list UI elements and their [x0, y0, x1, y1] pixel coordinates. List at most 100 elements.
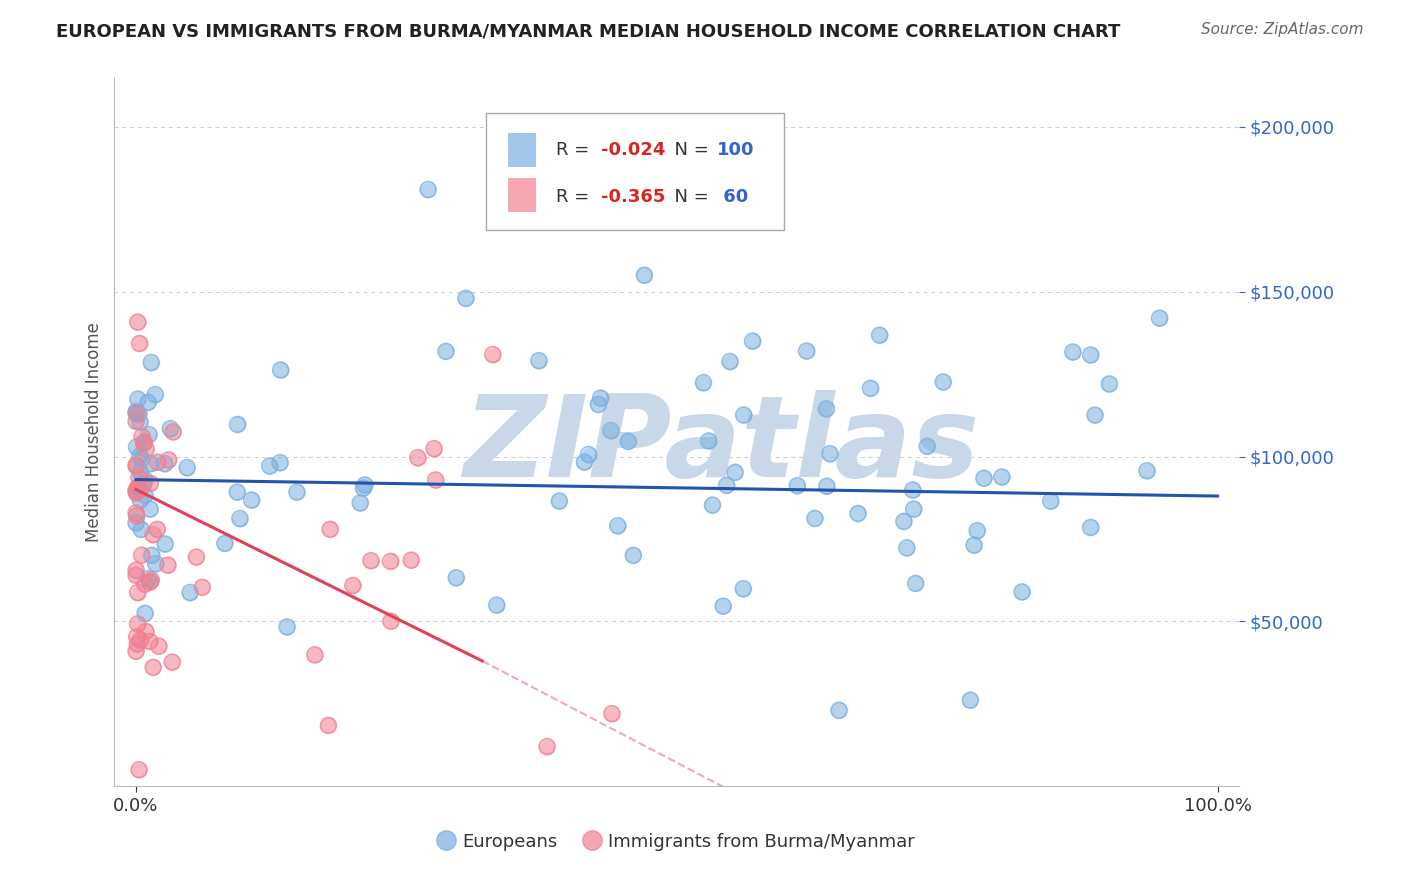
Point	[846, 507, 869, 521]
Point	[901, 483, 924, 497]
Text: R =: R =	[557, 141, 596, 159]
Point	[1084, 408, 1107, 422]
Point	[125, 508, 148, 523]
Point	[828, 703, 851, 717]
Point	[342, 578, 364, 592]
Point	[406, 450, 429, 465]
Point	[129, 523, 152, 537]
Point	[134, 607, 156, 621]
Point	[718, 354, 741, 368]
Point	[129, 493, 152, 508]
Point	[380, 554, 402, 568]
Point	[600, 424, 623, 438]
Point	[139, 476, 162, 491]
Point	[959, 693, 981, 707]
Point	[915, 439, 938, 453]
Point	[129, 415, 152, 429]
Point	[342, 578, 364, 592]
Point	[128, 483, 150, 497]
Point	[134, 473, 156, 487]
Point	[606, 518, 628, 533]
Point	[153, 457, 176, 471]
Point	[815, 479, 838, 493]
Point	[138, 427, 160, 442]
Point	[796, 344, 818, 359]
Point	[354, 478, 377, 492]
Point	[142, 660, 165, 674]
Point	[869, 328, 891, 343]
Point	[716, 478, 738, 492]
Point	[973, 471, 995, 485]
Point	[349, 496, 371, 510]
Point	[527, 353, 550, 368]
Point	[276, 620, 298, 634]
Point	[138, 427, 160, 442]
Point	[125, 483, 148, 498]
Point	[153, 457, 176, 471]
Point	[815, 401, 838, 416]
Text: ZIPatlas: ZIPatlas	[464, 391, 980, 501]
Point	[963, 538, 986, 552]
Point	[226, 417, 249, 432]
Point	[406, 450, 429, 465]
Point	[229, 511, 252, 525]
Point	[135, 442, 157, 456]
Text: 100: 100	[717, 141, 755, 159]
Point	[127, 482, 149, 496]
Point	[135, 624, 157, 639]
Point	[191, 580, 214, 594]
Point	[240, 493, 263, 508]
Point	[127, 392, 149, 406]
Point	[125, 459, 148, 474]
Point	[1080, 348, 1102, 362]
Point	[269, 456, 291, 470]
Point	[692, 376, 714, 390]
Y-axis label: Median Household Income: Median Household Income	[86, 322, 103, 541]
Point	[1149, 311, 1171, 326]
Point	[270, 363, 292, 377]
Point	[481, 347, 503, 361]
Point	[131, 452, 153, 467]
Text: Source: ZipAtlas.com: Source: ZipAtlas.com	[1201, 22, 1364, 37]
Point	[959, 693, 981, 707]
Point	[129, 465, 152, 479]
Point	[446, 571, 468, 585]
Point	[269, 456, 291, 470]
Text: 60: 60	[717, 187, 748, 205]
Point	[125, 458, 148, 472]
Point	[527, 353, 550, 368]
Point	[702, 498, 724, 512]
Point	[139, 575, 162, 590]
Point	[786, 478, 808, 492]
Point	[134, 435, 156, 450]
Point	[621, 549, 644, 563]
Point	[142, 527, 165, 541]
Text: N =: N =	[664, 141, 714, 159]
Point	[132, 436, 155, 450]
Point	[718, 354, 741, 368]
Point	[134, 435, 156, 450]
Point	[157, 453, 180, 467]
Point	[741, 334, 763, 348]
Point	[139, 457, 162, 471]
Point	[360, 553, 382, 567]
Point	[1084, 408, 1107, 422]
Point	[588, 397, 610, 411]
Point	[548, 494, 571, 508]
Point	[818, 447, 841, 461]
Point	[240, 493, 263, 508]
Point	[354, 478, 377, 492]
Point	[617, 434, 640, 449]
Point	[741, 334, 763, 348]
Point	[896, 541, 918, 555]
Point	[548, 494, 571, 508]
Point	[485, 598, 508, 612]
Point	[416, 182, 439, 196]
Point	[1062, 345, 1084, 359]
Point	[932, 375, 955, 389]
Point	[1080, 348, 1102, 362]
Point	[214, 536, 236, 550]
Point	[125, 506, 148, 520]
Point	[162, 655, 184, 669]
Point	[901, 483, 924, 497]
